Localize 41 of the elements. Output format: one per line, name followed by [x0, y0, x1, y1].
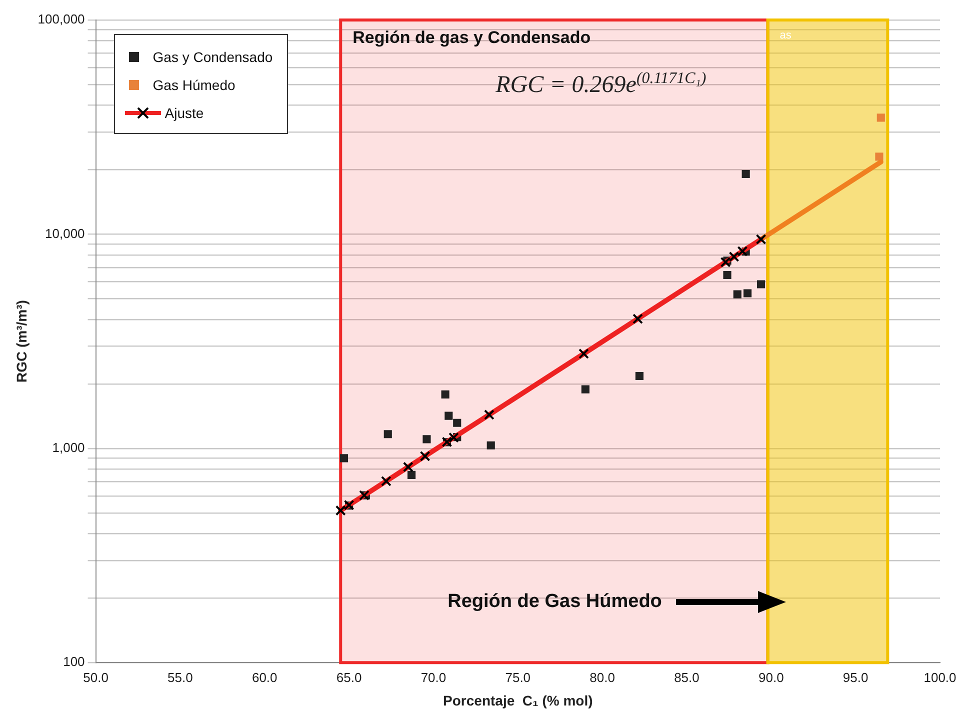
point — [723, 270, 732, 280]
x-tick-label: 90.0 — [758, 670, 784, 685]
x-tick-label: 100.0 — [924, 670, 956, 685]
x-tick-label: 80.0 — [590, 670, 615, 685]
y-axis-title: RGC (m³/m³) — [13, 300, 30, 383]
point — [876, 114, 885, 122]
x-tick-label: 50.0 — [83, 670, 108, 685]
point — [635, 372, 644, 380]
point — [743, 289, 752, 298]
x-tick-label: 85.0 — [674, 670, 700, 685]
point — [441, 390, 450, 398]
band-label: Región de gas y Condensado — [352, 28, 591, 48]
legend-label: Gas Húmedo — [152, 77, 236, 93]
x-tick-label: 55.0 — [168, 670, 193, 685]
band-label: as — [780, 30, 792, 42]
x-tick-label: 65.0 — [336, 670, 362, 685]
y-tick-label: 1,000 — [52, 440, 85, 455]
annotation: RGC = 0.269e$^{(0.1171C₁)}$ — [496, 70, 706, 99]
x-tick-label: 75.0 — [505, 670, 531, 685]
point — [733, 290, 742, 298]
point — [756, 280, 766, 288]
point — [340, 454, 348, 462]
x-axis-title: Porcentaje C₁ (% mol) — [443, 692, 593, 708]
x-tick-label: 95.0 — [842, 670, 868, 685]
point — [384, 430, 392, 438]
point — [453, 418, 462, 427]
point — [486, 441, 495, 450]
point — [875, 152, 884, 161]
x-tick-label: 70.0 — [420, 670, 446, 685]
annotation: Región de Gas Húmedo — [448, 590, 662, 613]
point — [444, 412, 453, 420]
point — [742, 170, 750, 178]
legend-label: Gas y Condensado — [152, 49, 273, 65]
legend-label: Ajuste — [164, 105, 204, 121]
point — [581, 385, 590, 394]
x-tick-label: 60.0 — [252, 670, 278, 685]
y-tick-label: 10,000 — [45, 226, 85, 241]
y-tick-label: 100 — [63, 654, 85, 670]
point — [407, 470, 416, 479]
point — [422, 435, 431, 444]
y-tick-label: 100,000 — [38, 12, 85, 27]
